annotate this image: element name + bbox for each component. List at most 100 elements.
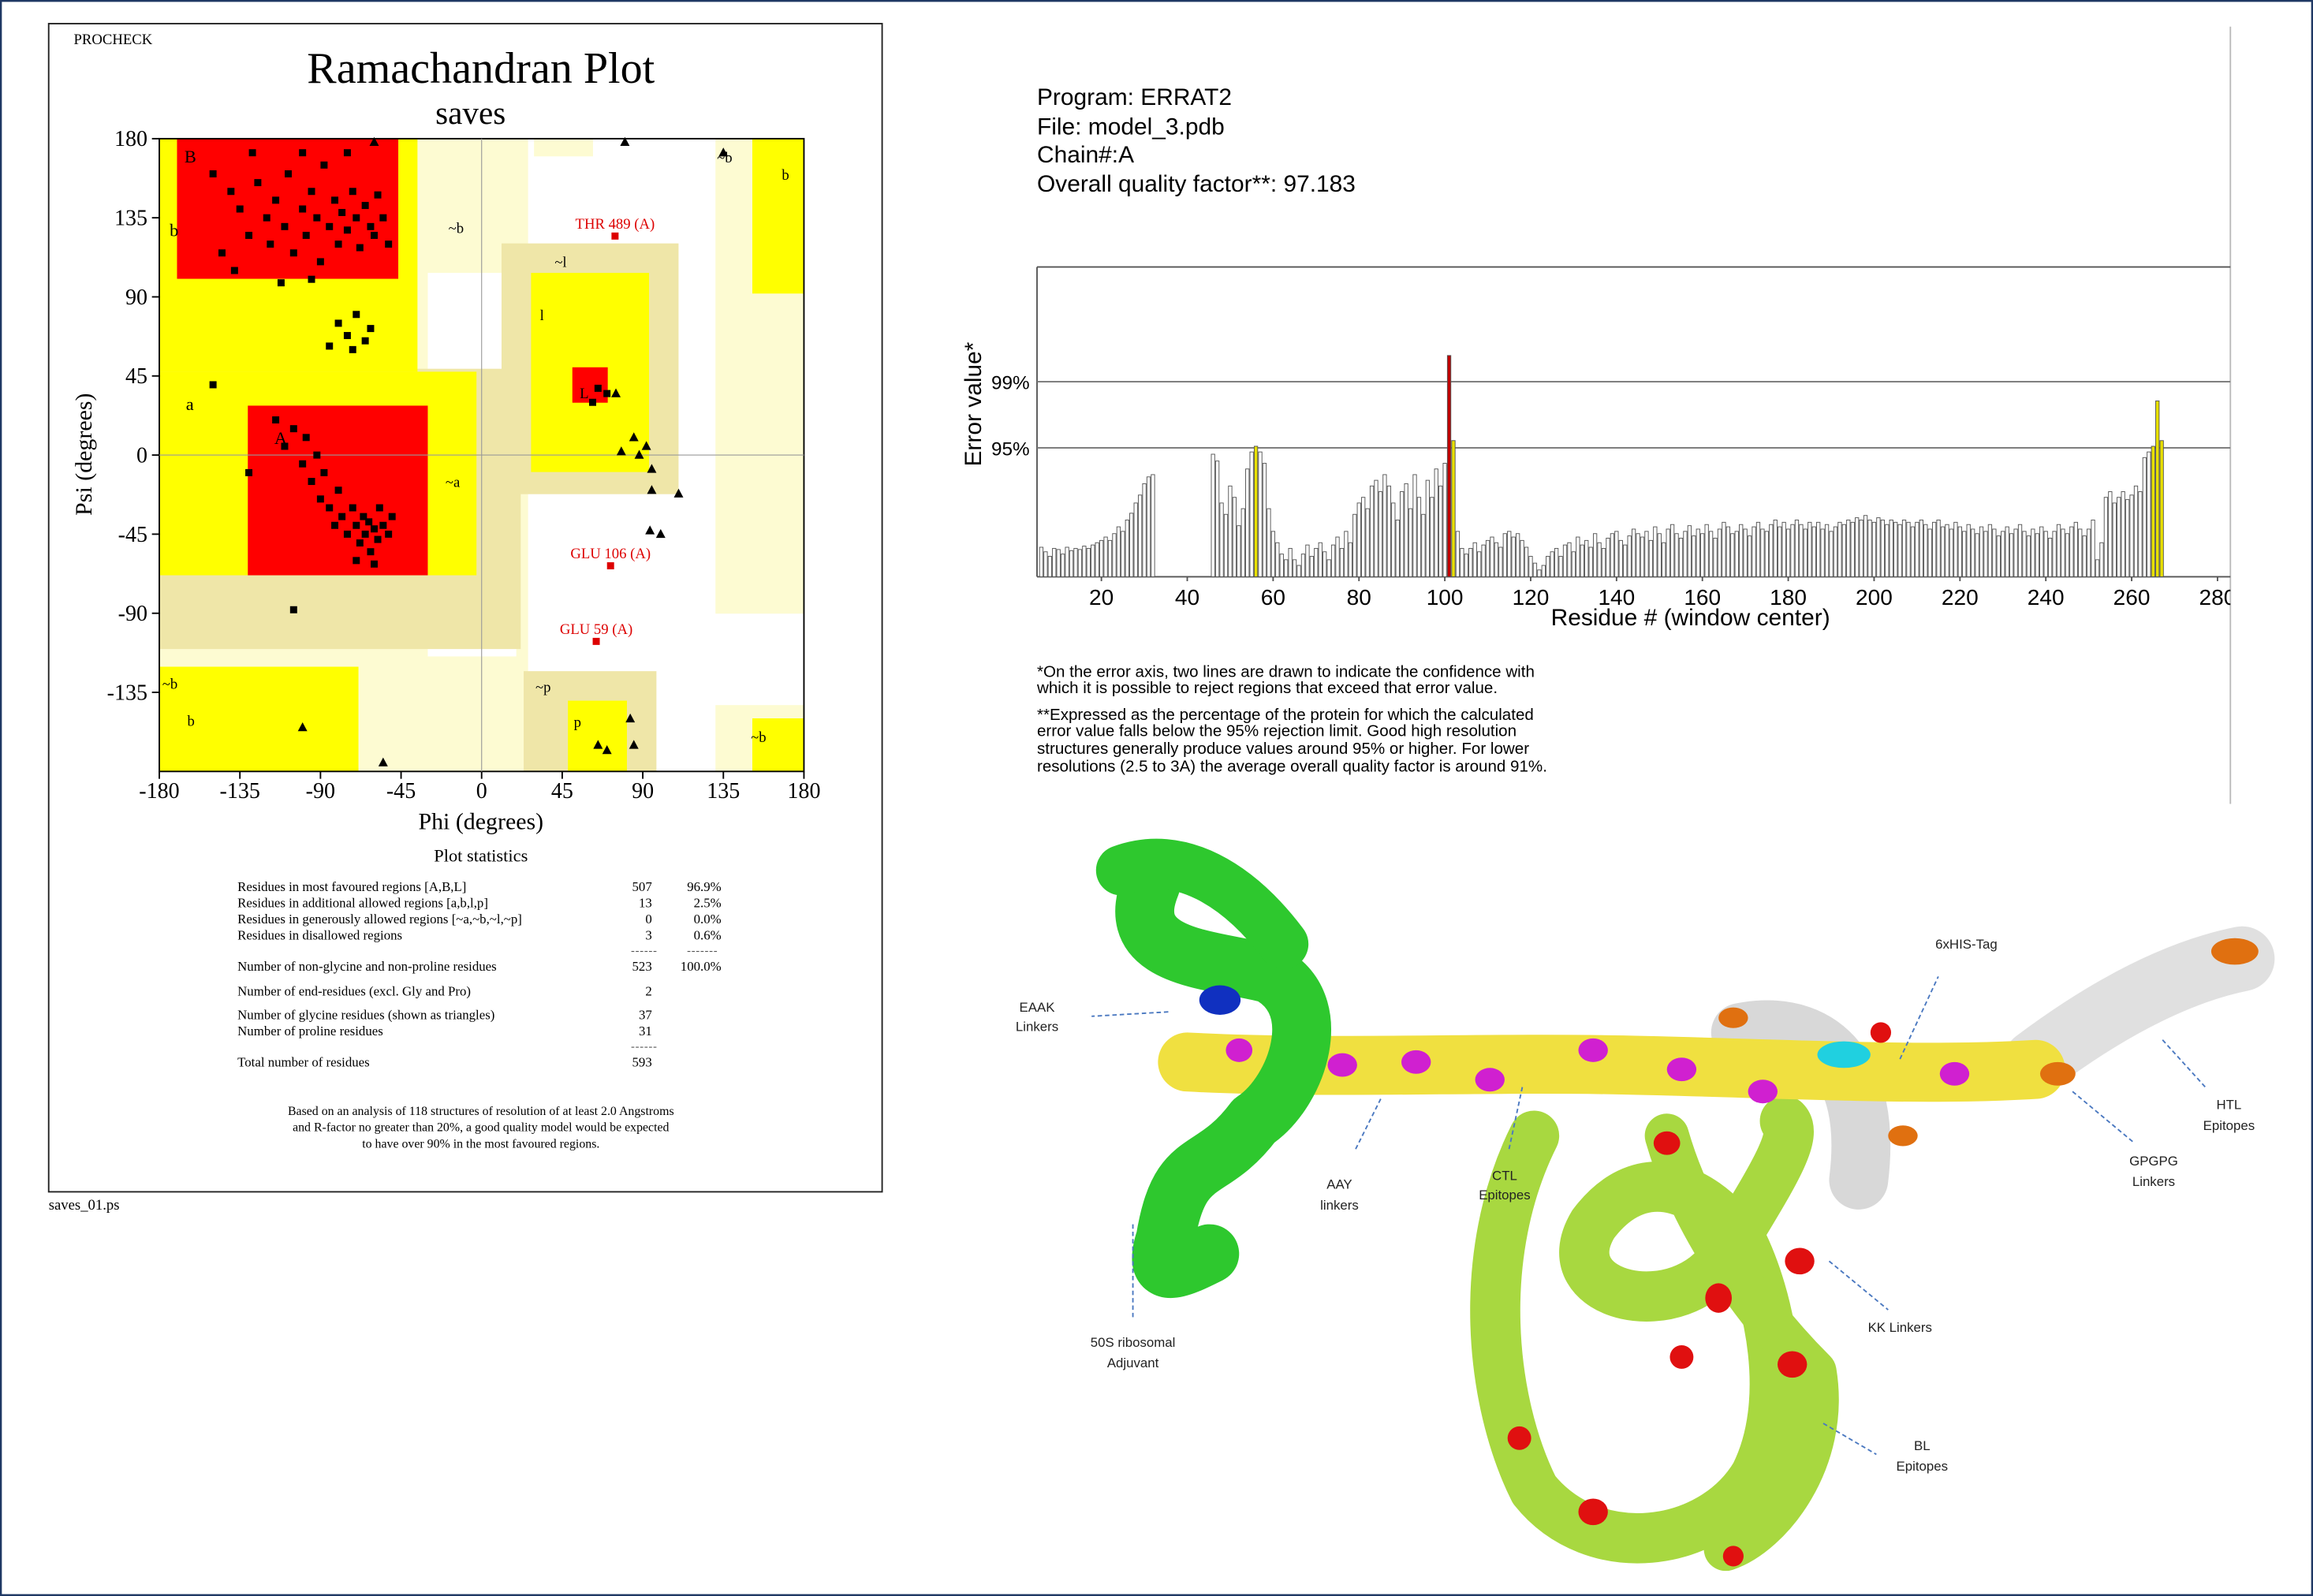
error-bar	[1314, 547, 1319, 577]
error-bar	[1640, 536, 1645, 577]
region-allowed	[159, 666, 359, 772]
linker-patch	[1401, 1050, 1431, 1074]
residue-point	[209, 381, 217, 389]
note-line: structures generally produce values arou…	[1037, 740, 1529, 758]
x-tick-label: 180	[1770, 585, 1807, 610]
x-tick-label: 220	[1942, 585, 1979, 610]
error-bar	[1837, 521, 1842, 577]
chart-title: Ramachandran Plot	[307, 44, 655, 93]
error-bar	[1061, 554, 1065, 577]
error-bar	[1790, 524, 1795, 577]
error-bar	[1374, 479, 1378, 577]
error-bar	[1983, 531, 1988, 577]
residue-point	[299, 460, 307, 468]
glycine-point	[641, 441, 651, 450]
error-bar	[1841, 524, 1846, 577]
region-label: ~a	[446, 474, 461, 490]
error-bar	[1352, 513, 1357, 577]
x-tick-label: 240	[2028, 585, 2065, 610]
error-bar	[2103, 497, 2109, 577]
error-bar	[1987, 524, 1993, 577]
error-bar	[1760, 528, 1765, 577]
y-tick-label: -45	[118, 523, 147, 547]
arrows	[1091, 975, 2207, 1456]
linker-patch	[1777, 1351, 1807, 1378]
error-bar	[1606, 538, 1610, 577]
error-bar	[1846, 520, 1851, 577]
linker-patch	[1226, 1038, 1253, 1062]
header-line: File: model_3.pdb	[1037, 114, 1225, 140]
residue-point	[299, 149, 307, 157]
residue-point	[248, 149, 256, 157]
error-bar	[1662, 542, 1666, 577]
residue-point	[385, 530, 393, 538]
error-bar	[1829, 531, 1834, 577]
arrow	[1899, 975, 1939, 1060]
glycine-point	[593, 740, 603, 749]
x-tick-label: 90	[632, 779, 654, 804]
linker-patch	[1578, 1038, 1608, 1062]
error-bar	[1082, 546, 1087, 577]
ramachandran-panel: PROCHECK Ramachandran Plot saves saves_0…	[47, 23, 883, 1214]
region-label: b	[170, 220, 178, 240]
linker-patch	[1785, 1247, 1815, 1275]
arrow	[2162, 1039, 2207, 1088]
error-bar	[1284, 559, 1289, 577]
header: PROCHECK	[74, 32, 153, 48]
adjuvant	[1115, 855, 1331, 1298]
residue-point	[320, 468, 328, 476]
error-bar	[2095, 559, 2100, 577]
residue-point	[374, 535, 382, 543]
linker-patch	[1705, 1283, 1733, 1313]
error-bar	[1502, 533, 1507, 577]
glycine-point	[378, 757, 388, 766]
error-bar	[1477, 551, 1482, 577]
error-bar	[1893, 521, 1898, 577]
error-bar	[2043, 531, 2048, 577]
error-bar	[1412, 474, 1417, 577]
error-bar	[1627, 535, 1632, 577]
error-bar	[1438, 485, 1443, 577]
arrow	[1822, 1423, 1877, 1456]
error-bar	[2112, 502, 2117, 577]
structure-label: Epitopes	[1479, 1188, 1530, 1203]
error-bar	[2138, 491, 2143, 577]
arrow	[1355, 1098, 1382, 1150]
x-tick-label: 180	[787, 779, 820, 804]
residue-point	[267, 241, 274, 248]
residue-point	[353, 557, 360, 565]
x-tick-label: 200	[1856, 585, 1893, 610]
residue-point	[313, 214, 321, 222]
x-tick-label: 160	[1684, 585, 1721, 610]
error-bar	[1811, 526, 1816, 577]
error-bar	[1490, 536, 1494, 577]
error-bar	[2017, 524, 2023, 577]
error-bar	[1558, 556, 1563, 577]
x-axis-label: Phi (degrees)	[418, 808, 543, 834]
error-bar	[1335, 536, 1340, 577]
error-bar	[1240, 508, 1245, 577]
error-bar	[1237, 525, 1241, 577]
error-bar	[1507, 531, 1512, 577]
error-bar	[1971, 528, 1975, 577]
error-bar	[1580, 544, 1584, 577]
error-bar	[1137, 494, 1143, 577]
error-bar	[1099, 539, 1104, 577]
chart-subtitle: saves	[435, 95, 506, 131]
error-bar	[1541, 565, 1546, 577]
annotation-label: GLU 59 (A)	[560, 621, 632, 638]
error-bar	[1755, 521, 1761, 577]
region-label: p	[574, 714, 581, 731]
residue-point	[603, 390, 611, 397]
error-bar	[1623, 544, 1628, 577]
stats-value: 593	[632, 1054, 652, 1069]
residue-point	[343, 226, 351, 234]
error-bar	[1794, 520, 1800, 577]
error-bar	[1992, 528, 1997, 577]
error-bar	[1571, 551, 1576, 577]
error-bar	[1674, 533, 1679, 577]
stats-label: Total number of residues	[237, 1054, 370, 1069]
error-bar	[1747, 535, 1752, 577]
error-bar	[2052, 531, 2057, 577]
error-bar	[1300, 554, 1306, 577]
